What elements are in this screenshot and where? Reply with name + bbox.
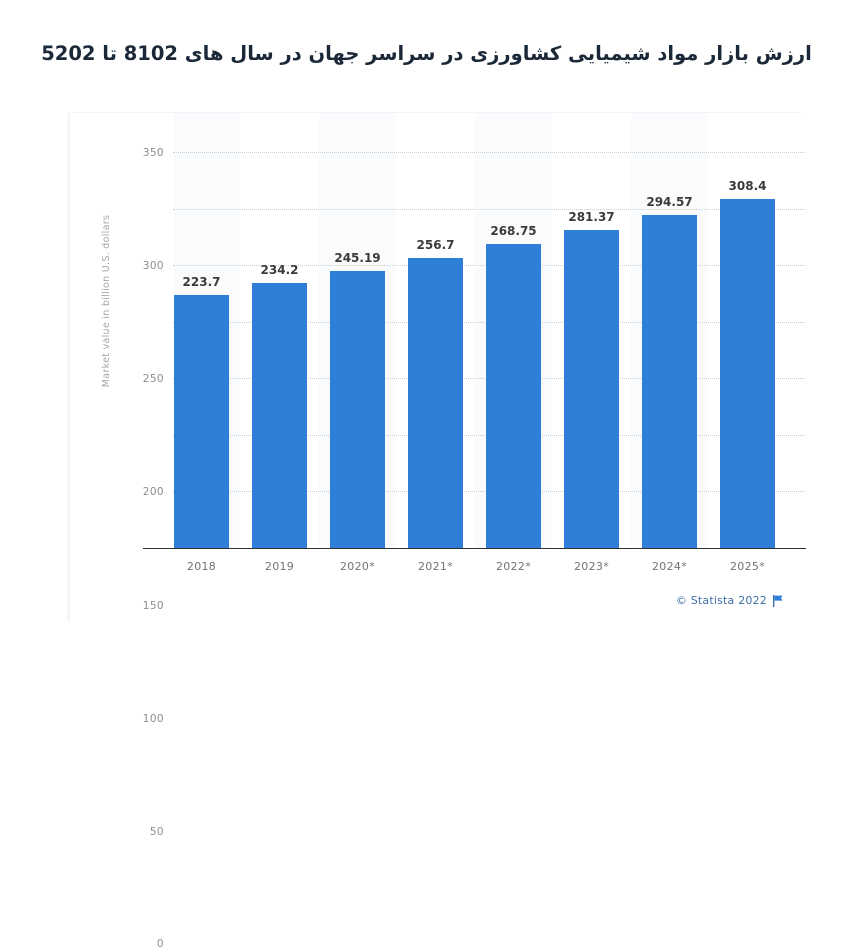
y-axis-tick-label: 350 bbox=[142, 147, 164, 159]
bar[interactable]: 268.75 2022* bbox=[486, 224, 541, 573]
x-axis-tick-label: 2021* bbox=[418, 560, 453, 573]
x-axis-tick-label: 2023* bbox=[574, 560, 609, 573]
x-axis-tick-label: 2019 bbox=[264, 560, 295, 573]
bar-value-label: 245.19 bbox=[334, 250, 381, 265]
y-axis-tick-label: 250 bbox=[142, 373, 164, 386]
x-axis-tick-label: 2022* bbox=[496, 560, 531, 573]
y-axis-tick-label: 0 bbox=[156, 938, 164, 950]
page-title-bar: ارزش بازار مواد شیمیایی کشاورزی در سراسر… bbox=[0, 0, 853, 100]
bar-value-label: 268.75 bbox=[490, 223, 537, 238]
bar-value-label: 308.4 bbox=[728, 179, 767, 194]
gridline: 350 bbox=[143, 147, 805, 159]
bar-value-label: 281.37 bbox=[568, 209, 615, 224]
y-axis-tick-label: 50 bbox=[149, 825, 164, 838]
y-axis-tick-label: 300 bbox=[142, 260, 164, 273]
chart-plot-area: 0 50 100 150 200 250 300 350 223.7 2018 234.2 2019… bbox=[143, 113, 853, 950]
y-axis-tick-label: 100 bbox=[142, 712, 164, 725]
bar[interactable]: 245.19 2020* bbox=[330, 251, 385, 573]
bar-value-label: 234.2 bbox=[260, 263, 299, 278]
chart-card: 0 50 100 150 200 250 300 350 223.7 2018 234.2 2019… bbox=[65, 113, 806, 950]
gridline: 300 bbox=[143, 208, 805, 272]
bar[interactable]: 281.37 2023* bbox=[564, 210, 619, 573]
y-axis-tick-label: 150 bbox=[142, 599, 164, 612]
bar-value-label: 256.7 bbox=[416, 237, 455, 252]
x-axis-line bbox=[143, 548, 806, 549]
bar[interactable]: 294.57 2024* bbox=[642, 195, 697, 573]
chart-credit: © Statista 2022 bbox=[676, 594, 784, 607]
x-axis-tick-label: 2018 bbox=[186, 560, 217, 573]
flag-icon[interactable] bbox=[773, 594, 784, 607]
page-title: ارزش بازار مواد شیمیایی کشاورزی در سراسر… bbox=[41, 42, 812, 66]
x-axis-tick-label: 2024* bbox=[652, 560, 687, 573]
bar[interactable]: 308.4 2025* bbox=[720, 179, 775, 573]
bar[interactable]: 256.7 2021* bbox=[408, 238, 463, 573]
bar[interactable]: 223.7 2018 bbox=[174, 275, 229, 573]
bar-value-label: 294.57 bbox=[646, 194, 693, 209]
x-axis-tick-label: 2025* bbox=[730, 560, 765, 573]
x-axis-tick-label: 2020* bbox=[340, 560, 375, 573]
y-axis-tick-label: 200 bbox=[142, 486, 164, 499]
bar-value-label: 223.7 bbox=[182, 274, 221, 289]
y-axis-title: Market value in billion U.S. dollars bbox=[101, 214, 112, 388]
bar[interactable]: 234.2 2019 bbox=[252, 263, 307, 573]
chart-credit-label: © Statista 2022 bbox=[675, 594, 767, 607]
